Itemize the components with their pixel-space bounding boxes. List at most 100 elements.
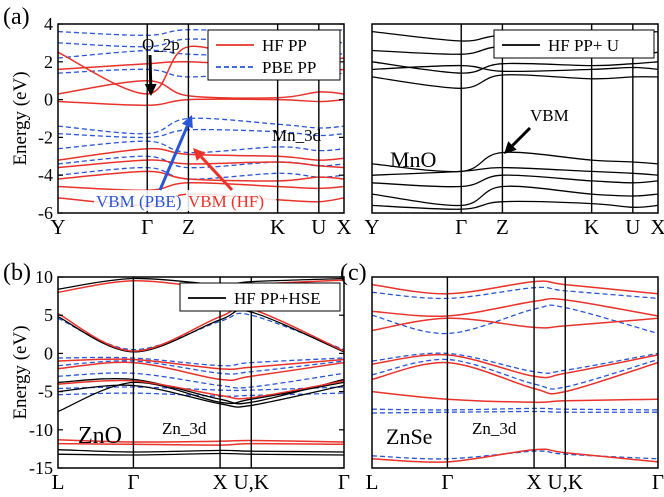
kpoint-label: Y	[364, 215, 379, 239]
y-tick-label: 2	[44, 52, 53, 72]
band-pbe-4	[372, 407, 658, 411]
o2p-arrow-shaft	[148, 54, 153, 85]
legend-box	[493, 29, 655, 59]
y-tick-label: -5	[38, 382, 53, 402]
kpoint-label: X	[650, 215, 664, 239]
kpoint-label: Γ	[455, 215, 467, 239]
kpoint-label: Z	[496, 215, 509, 239]
band-pbe-6	[58, 140, 344, 154]
kpoint-label: U	[311, 215, 326, 239]
plot-frame	[371, 23, 659, 214]
kpoint-label: Γ	[652, 470, 664, 494]
kpoint-label: U	[625, 215, 640, 239]
annotation-mn3d: Mn_3d	[272, 126, 322, 145]
band-pbe-5	[58, 128, 344, 139]
kpoint-label: Z	[182, 215, 195, 239]
annotation-vbm-pbe: VBM (PBE)	[96, 192, 181, 211]
band-pbe-1	[372, 304, 658, 335]
kpoint-label: L	[366, 470, 379, 494]
annotations: O_2p Mn_3d VBM (PBE) VBM (HF) MnO VBM ZnO Zn_3d…	[78, 35, 569, 449]
panel-b-zno: L Γ X U,K Γ -15 -10 -5 0 5 10 Energy (eV) (b) HF PP+H…	[3, 260, 350, 494]
band-pbe-3	[372, 358, 658, 390]
panel-label: (c)	[340, 260, 367, 286]
kpoint-label: X	[526, 470, 541, 494]
band-hf-5	[58, 159, 344, 169]
band-hse-5	[58, 449, 344, 453]
y-tick-label: 5	[44, 305, 53, 325]
band-hse-7	[372, 174, 658, 188]
annotation-mno: MnO	[390, 147, 436, 172]
band-pbe-7	[58, 155, 344, 169]
panel-label: (a)	[3, 4, 30, 30]
y-tick-label: -15	[29, 458, 53, 478]
y-tick-label: -2	[38, 127, 53, 147]
annotation-vbm: VBM	[530, 106, 569, 125]
band-hf-3	[58, 361, 344, 382]
vbm-arrow-head	[504, 141, 517, 154]
kpoint-label: L	[52, 470, 65, 494]
vbm-pbe-arrow-head	[181, 115, 193, 129]
plot-frame	[371, 276, 659, 469]
panel-label: (b)	[3, 260, 31, 286]
kpoint-label: U,K	[233, 470, 269, 494]
annotation-znse-zn3d: Zn_3d	[472, 419, 517, 438]
kpoint-label: Γ	[338, 470, 350, 494]
kpoint-label: Γ	[127, 470, 139, 494]
plot-frame	[57, 276, 345, 469]
kpoint-label: Γ	[441, 470, 453, 494]
band-hf-3	[58, 98, 344, 107]
annotation-o2p: O_2p	[142, 35, 180, 54]
vbm-arrow-shaft	[511, 126, 532, 147]
band-hse-8	[372, 185, 658, 207]
y-tick-label: 10	[35, 267, 53, 287]
y-tick-label: -10	[29, 420, 53, 440]
kpoint-label: U,K	[547, 470, 583, 494]
annotation-zno-zn3d: Zn_3d	[162, 419, 207, 438]
band-hf-2	[58, 79, 344, 99]
band-hf-1	[372, 297, 658, 318]
y-axis-label: Energy (eV)	[10, 325, 31, 419]
kpoint-label: X	[212, 470, 227, 494]
band-hse-9	[372, 200, 658, 210]
y-tick-label: 0	[44, 343, 53, 363]
band-pbe-1	[58, 38, 344, 48]
o2p-arrow-head	[144, 83, 157, 96]
legend-label: HF PP+HSE	[234, 289, 321, 308]
band-pbe-0	[58, 312, 344, 351]
panel-a-hf-plus-u: Y Γ Z K U X HF PP+ U	[364, 23, 664, 239]
band-pbe-2	[58, 49, 344, 59]
band-hf-5	[372, 390, 658, 404]
legend-label: PBE PP	[262, 58, 316, 77]
kpoint-label: K	[270, 215, 285, 239]
kpoint-label: Y	[50, 215, 65, 239]
band-hse-4	[372, 74, 658, 89]
band-pbe-3	[58, 68, 344, 78]
y-tick-label: -6	[38, 203, 53, 223]
annotation-bg-vbm-pbe	[94, 190, 178, 211]
plot-frame	[57, 23, 345, 214]
annotation-vbm-hf: VBM (HF)	[188, 192, 264, 211]
band-pbe-8	[58, 166, 344, 180]
band-pbe-0	[58, 29, 344, 36]
band-hf-2	[372, 317, 658, 332]
band-hf-0	[372, 280, 658, 295]
legend-box	[179, 282, 341, 312]
band-hf-7	[58, 181, 344, 192]
annotation-bg-vbm-hf	[186, 190, 276, 211]
legend-label: HF PP+ U	[548, 36, 619, 55]
vbm-hf-arrow-shaft	[200, 155, 234, 192]
legend-box	[207, 29, 341, 81]
band-hf-4	[58, 379, 344, 400]
y-tick-label: 4	[44, 14, 53, 34]
vbm-pbe-arrow-shaft	[158, 125, 189, 191]
panel-a-hf-vs-pbe: Y Γ Z K U X -6 -4 -2 0 2 4 Energy (eV) (a) HF PP PBE PP	[3, 4, 352, 239]
band-hse-6	[58, 452, 344, 456]
band-hf-6	[58, 170, 344, 182]
annotation-zno: ZnO	[78, 423, 122, 449]
kpoint-label: Γ	[141, 215, 153, 239]
y-axis-label: Energy (eV)	[10, 71, 31, 165]
kpoint-label: K	[584, 215, 599, 239]
band-hf-6	[372, 448, 658, 463]
legend-label: HF PP	[262, 36, 307, 55]
